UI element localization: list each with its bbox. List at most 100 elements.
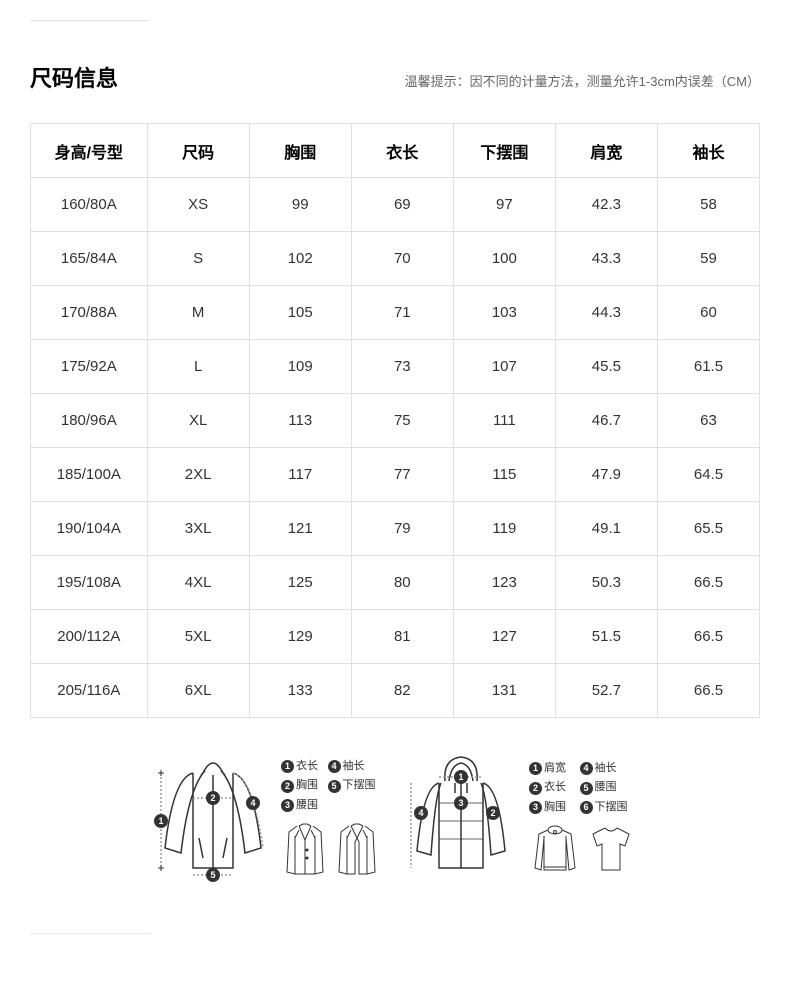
measurement-tip: 温馨提示：因不同的计量方法，测量允许1-3cm内误差（CM）	[405, 71, 760, 90]
legend-item: 3胸围	[529, 799, 576, 817]
legend-bullet: 1	[529, 762, 542, 775]
page-title: 尺码信息	[30, 61, 118, 93]
legend-bullet: 4	[328, 760, 341, 773]
legend-label: 腰围	[595, 779, 617, 797]
table-cell: L	[147, 340, 249, 394]
legend-bullet: 4	[580, 762, 593, 775]
table-row: 190/104A3XL1217911949.165.5	[31, 502, 760, 556]
table-cell: 170/88A	[31, 286, 148, 340]
table-cell: 47.9	[555, 448, 657, 502]
table-cell: 6XL	[147, 664, 249, 718]
table-cell: 4XL	[147, 556, 249, 610]
legend-item: 4袖长	[580, 760, 638, 778]
content-container: 尺码信息 温馨提示：因不同的计量方法，测量允许1-3cm内误差（CM） 身高/号…	[0, 61, 790, 913]
svg-text:1: 1	[458, 772, 463, 782]
column-header: 衣长	[351, 124, 453, 178]
legend-label: 衣长	[296, 758, 318, 776]
blazer-open-icon	[333, 820, 381, 878]
table-row: 185/100A2XL1177711547.964.5	[31, 448, 760, 502]
table-cell: 113	[249, 394, 351, 448]
diagram-left: 1 2 5 4 1衣长4袖长2胸围5下摆围3腰围	[153, 753, 381, 883]
svg-text:3: 3	[458, 798, 463, 808]
header-row-tr: 身高/号型尺码胸围衣长下摆围肩宽袖长	[31, 124, 760, 178]
table-cell: 66.5	[657, 556, 759, 610]
legend-label: 下摆围	[595, 799, 628, 817]
small-garments-left	[281, 820, 381, 878]
diagram-left-side: 1衣长4袖长2胸围5下摆围3腰围	[281, 758, 381, 879]
legend-right: 1肩宽4袖长2衣长5腰围3胸围6下摆围	[529, 760, 637, 817]
table-cell: 3XL	[147, 502, 249, 556]
svg-text:1: 1	[158, 816, 163, 826]
legend-bullet: 5	[328, 780, 341, 793]
table-row: 160/80AXS99699742.358	[31, 178, 760, 232]
table-cell: 97	[453, 178, 555, 232]
table-cell: 107	[453, 340, 555, 394]
svg-text:4: 4	[250, 798, 255, 808]
svg-text:2: 2	[490, 808, 495, 818]
table-cell: 46.7	[555, 394, 657, 448]
size-table: 身高/号型尺码胸围衣长下摆围肩宽袖长 160/80AXS99699742.358…	[30, 123, 760, 718]
table-cell: 131	[453, 664, 555, 718]
table-cell: 71	[351, 286, 453, 340]
table-cell: 81	[351, 610, 453, 664]
legend-item: 5下摆围	[328, 777, 382, 795]
legend-label: 袖长	[343, 758, 365, 776]
legend-label: 衣长	[544, 779, 566, 797]
table-cell: 61.5	[657, 340, 759, 394]
legend-item: 1肩宽	[529, 760, 576, 778]
table-cell: 50.3	[555, 556, 657, 610]
hoodie-diagram-icon: 1 2 3 4	[401, 753, 521, 883]
table-cell: 190/104A	[31, 502, 148, 556]
table-cell: 103	[453, 286, 555, 340]
column-header: 身高/号型	[31, 124, 148, 178]
table-cell: 82	[351, 664, 453, 718]
table-cell: 109	[249, 340, 351, 394]
legend-label: 腰围	[296, 797, 318, 815]
table-cell: 66.5	[657, 664, 759, 718]
table-cell: 180/96A	[31, 394, 148, 448]
table-cell: 102	[249, 232, 351, 286]
table-cell: 49.1	[555, 502, 657, 556]
legend-item: 3腰围	[281, 797, 324, 815]
table-row: 175/92AL1097310745.561.5	[31, 340, 760, 394]
table-cell: 58	[657, 178, 759, 232]
table-cell: 52.7	[555, 664, 657, 718]
table-cell: 2XL	[147, 448, 249, 502]
legend-bullet: 3	[281, 799, 294, 812]
table-header: 身高/号型尺码胸围衣长下摆围肩宽袖长	[31, 124, 760, 178]
table-cell: XS	[147, 178, 249, 232]
table-cell: 43.3	[555, 232, 657, 286]
table-row: 200/112A5XL1298112751.566.5	[31, 610, 760, 664]
jacket-diagram-icon: 1 2 5 4	[153, 753, 273, 883]
legend-label: 袖长	[595, 760, 617, 778]
legend-bullet: 2	[529, 782, 542, 795]
column-header: 胸围	[249, 124, 351, 178]
legend-label: 胸围	[544, 799, 566, 817]
table-cell: 80	[351, 556, 453, 610]
diagrams-section: 1 2 5 4 1衣长4袖长2胸围5下摆围3腰围	[30, 753, 760, 913]
svg-text:2: 2	[210, 793, 215, 803]
table-cell: 160/80A	[31, 178, 148, 232]
table-cell: 121	[249, 502, 351, 556]
table-cell: 105	[249, 286, 351, 340]
table-cell: 42.3	[555, 178, 657, 232]
legend-label: 肩宽	[544, 760, 566, 778]
table-row: 205/116A6XL1338213152.766.5	[31, 664, 760, 718]
legend-label: 胸围	[296, 777, 318, 795]
small-garments-right	[529, 822, 637, 876]
table-cell: 115	[453, 448, 555, 502]
table-row: 195/108A4XL1258012350.366.5	[31, 556, 760, 610]
table-cell: 175/92A	[31, 340, 148, 394]
legend-bullet: 2	[281, 780, 294, 793]
legend-left: 1衣长4袖长2胸围5下摆围3腰围	[281, 758, 381, 815]
legend-item: 5腰围	[580, 779, 638, 797]
table-row: 180/96AXL1137511146.763	[31, 394, 760, 448]
table-cell: 133	[249, 664, 351, 718]
table-cell: 79	[351, 502, 453, 556]
table-cell: 69	[351, 178, 453, 232]
table-cell: 64.5	[657, 448, 759, 502]
column-header: 肩宽	[555, 124, 657, 178]
blazer-icon	[281, 820, 329, 878]
table-cell: XL	[147, 394, 249, 448]
svg-text:4: 4	[418, 808, 423, 818]
